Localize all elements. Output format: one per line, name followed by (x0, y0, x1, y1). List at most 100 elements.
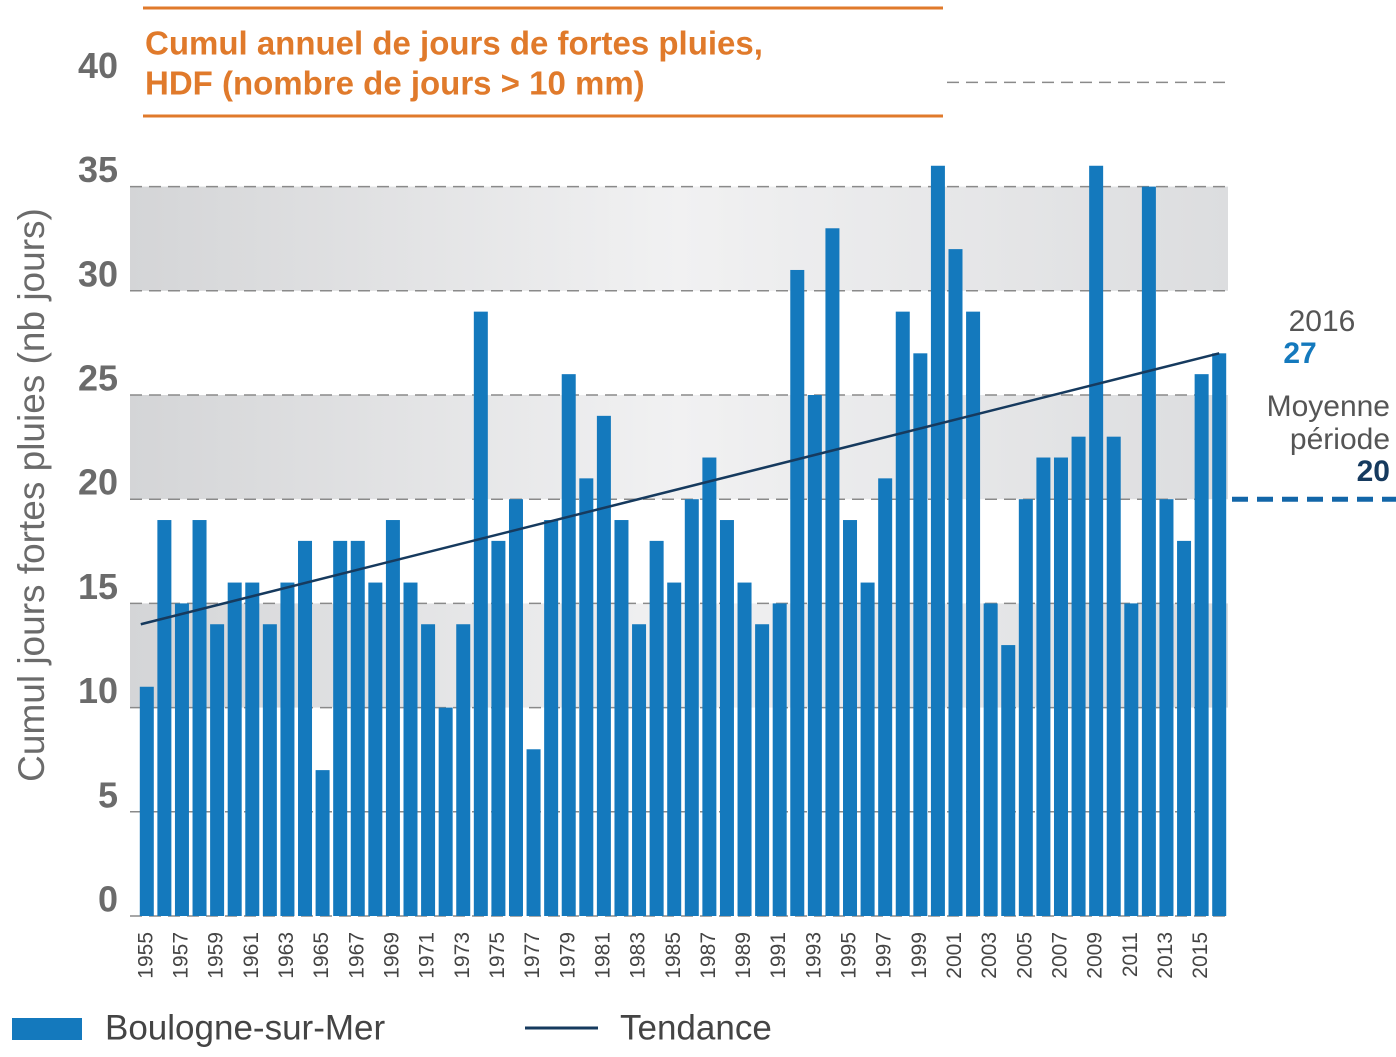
x-tick-label: 1971 (416, 932, 439, 979)
x-tick-label: 2007 (1049, 932, 1072, 979)
x-tick-label: 1981 (591, 932, 614, 979)
annotation-value: 27 (1283, 337, 1316, 370)
y-tick-label: 30 (78, 253, 118, 294)
x-tick-label: 1969 (380, 932, 403, 979)
legend-label: Tendance (620, 1008, 772, 1047)
x-tick-label: 1989 (732, 932, 755, 979)
bar (843, 520, 858, 916)
bar (385, 520, 400, 916)
chart-title: Cumul annuel de jours de fortes pluies, (145, 25, 763, 62)
bar (473, 311, 488, 916)
bar (157, 520, 172, 916)
y-tick-label: 10 (78, 670, 118, 711)
x-tick-label: 2013 (1154, 932, 1177, 979)
y-axis-label: Cumul jours fortes pluies (nb jours) (11, 208, 52, 782)
title-background (130, 4, 945, 120)
bar (825, 228, 840, 916)
bar (1001, 645, 1016, 916)
legend-label: Boulogne-sur-Mer (105, 1008, 385, 1047)
shaded-band (130, 186, 1228, 291)
bar (596, 415, 611, 916)
x-tick-label: 2003 (978, 932, 1001, 979)
y-tick-label: 15 (78, 566, 118, 607)
bar (1106, 436, 1121, 916)
bar (667, 582, 682, 916)
bar (315, 770, 330, 916)
x-tick-label: 1975 (486, 932, 509, 979)
bar (1071, 436, 1086, 916)
bar (280, 582, 295, 916)
bar (508, 499, 523, 916)
bar (403, 582, 418, 916)
bar (948, 249, 963, 916)
y-tick-label: 20 (78, 462, 118, 503)
x-tick-label: 2005 (1013, 932, 1036, 979)
bar (1141, 186, 1156, 917)
bar (544, 520, 559, 916)
x-tick-label: 1977 (521, 932, 544, 979)
bar (456, 624, 471, 916)
x-tick-label: 1995 (838, 932, 861, 979)
x-tick-label: 1991 (767, 932, 790, 979)
bar (333, 540, 348, 916)
bar (632, 624, 647, 916)
bar (684, 499, 699, 916)
legend-swatch (12, 1018, 82, 1040)
bar (983, 603, 998, 916)
bar (719, 520, 734, 916)
bar (772, 603, 787, 916)
bar (421, 624, 436, 916)
bar (350, 540, 365, 916)
x-tick-label: 1961 (240, 932, 263, 979)
bar (1124, 603, 1139, 916)
bar (895, 311, 910, 916)
y-tick-label: 5 (98, 774, 118, 815)
mean-label: période (1290, 423, 1390, 456)
bar (1053, 457, 1068, 916)
x-tick-label: 1957 (169, 932, 192, 979)
bar (579, 478, 594, 916)
x-tick-label: 2015 (1189, 932, 1212, 979)
x-tick-label: 1967 (345, 932, 368, 979)
mean-value: 20 (1357, 455, 1390, 488)
bar (210, 624, 225, 916)
bar (192, 520, 207, 916)
y-tick-label: 35 (78, 149, 118, 190)
bar (491, 540, 506, 916)
bar (790, 269, 805, 917)
x-tick-label: 1999 (908, 932, 931, 979)
annotation-year: 2016 (1289, 305, 1356, 338)
x-tick-label: 1997 (873, 932, 896, 979)
bar (614, 520, 629, 916)
x-tick-label: 1973 (451, 932, 474, 979)
bar (1212, 353, 1227, 916)
y-tick-label: 25 (78, 358, 118, 399)
x-tick-label: 1987 (697, 932, 720, 979)
bar (298, 540, 313, 916)
bar (438, 707, 453, 916)
x-tick-label: 1965 (310, 932, 333, 979)
bar (1018, 499, 1033, 916)
bar (561, 374, 576, 916)
bar (702, 457, 717, 916)
bar (1089, 165, 1104, 916)
x-tick-label: 1993 (802, 932, 825, 979)
x-tick-label: 1985 (662, 932, 685, 979)
x-tick-label: 2009 (1084, 932, 1107, 979)
bar (227, 582, 242, 916)
x-tick-label: 1979 (556, 932, 579, 979)
bar (649, 540, 664, 916)
bar (807, 395, 822, 916)
bar (913, 353, 928, 916)
bar (526, 749, 541, 916)
trend-line (140, 352, 1220, 626)
bar (1177, 540, 1192, 916)
y-tick-label: 40 (78, 45, 118, 86)
bar (368, 582, 383, 916)
mean-label: Moyenne (1267, 390, 1390, 423)
x-tick-label: 2001 (943, 932, 966, 979)
bar (1159, 499, 1174, 916)
bar (139, 686, 154, 916)
bar (1194, 374, 1209, 916)
